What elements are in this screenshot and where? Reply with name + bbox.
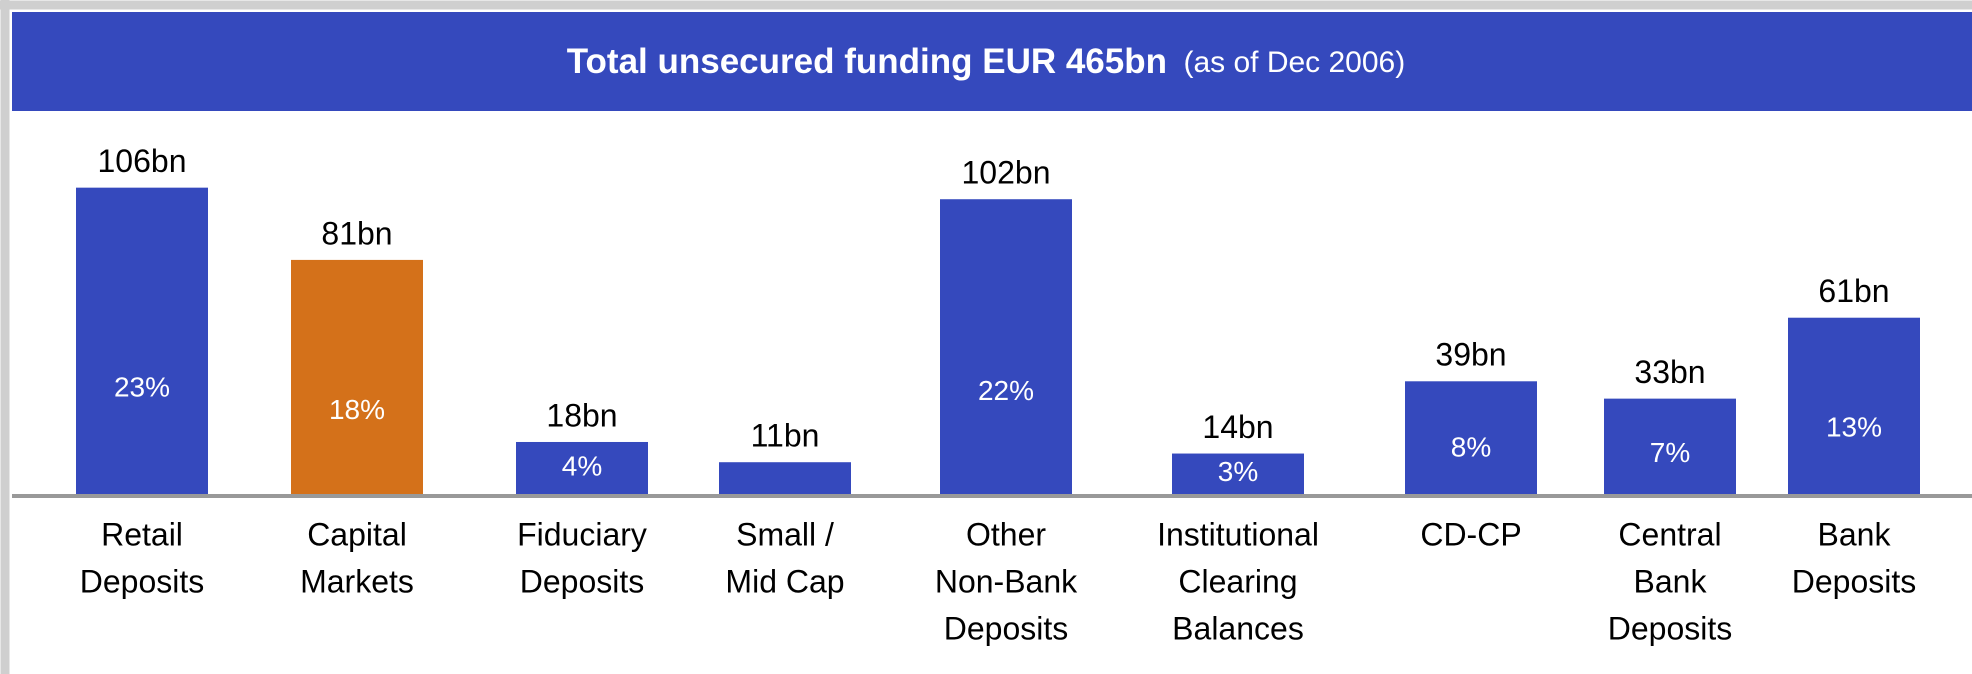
x-tick-label: Bank [1634, 563, 1708, 599]
value-label: 33bn [1634, 354, 1705, 390]
x-tick-label: Institutional [1157, 516, 1319, 552]
value-label: 81bn [321, 215, 392, 251]
bar [1604, 398, 1736, 494]
x-tick-label: Bank [1818, 516, 1892, 552]
chart-subtitle: (as of Dec 2006) [1183, 46, 1405, 79]
x-tick-label: Non-Bank [935, 563, 1078, 599]
share-label: 23% [114, 371, 170, 402]
bar [291, 259, 423, 494]
x-tick-label: Balances [1172, 610, 1304, 646]
x-tick-label: Small / [736, 516, 834, 552]
bar [1788, 317, 1920, 494]
x-tick-label: Deposits [520, 563, 645, 599]
bar [76, 187, 208, 494]
bar [1405, 381, 1537, 494]
bar [719, 462, 851, 494]
x-tick-label: Mid Cap [725, 563, 844, 599]
x-tick-label: Other [966, 516, 1046, 552]
x-tick-label: Deposits [1608, 610, 1733, 646]
value-label: 14bn [1202, 409, 1273, 445]
share-label: 3% [1218, 456, 1258, 487]
share-label: 8% [1451, 431, 1491, 462]
x-tick-label: Markets [300, 563, 414, 599]
x-tick-label: Deposits [1792, 563, 1917, 599]
value-label: 61bn [1818, 273, 1889, 309]
share-label: 4% [562, 450, 602, 481]
x-tick-label: Capital [307, 516, 407, 552]
title-group: Total unsecured funding EUR 465bn (as of… [567, 42, 1405, 81]
x-tick-label: Fiduciary [517, 516, 647, 552]
share-label: 18% [329, 394, 385, 425]
x-tick-label: Central [1618, 516, 1721, 552]
x-tick-label: Deposits [80, 563, 205, 599]
value-label: 102bn [962, 155, 1051, 191]
bar [940, 199, 1072, 494]
share-label: 7% [1650, 437, 1690, 468]
x-tick-label: Retail [101, 516, 183, 552]
value-label: 18bn [546, 397, 617, 433]
bar [516, 441, 648, 494]
chart-title: Total unsecured funding EUR 465bn [567, 42, 1167, 81]
x-tick-label: CD-CP [1420, 516, 1521, 552]
x-tick-label: Clearing [1178, 563, 1297, 599]
bar [1172, 453, 1304, 494]
share-label: 22% [978, 375, 1034, 406]
x-tick-label: Deposits [944, 610, 1069, 646]
value-label: 39bn [1435, 337, 1506, 373]
value-label: 11bn [751, 418, 820, 454]
title-band [12, 12, 1972, 111]
value-label: 106bn [98, 143, 187, 179]
share-label: 13% [1826, 412, 1882, 443]
